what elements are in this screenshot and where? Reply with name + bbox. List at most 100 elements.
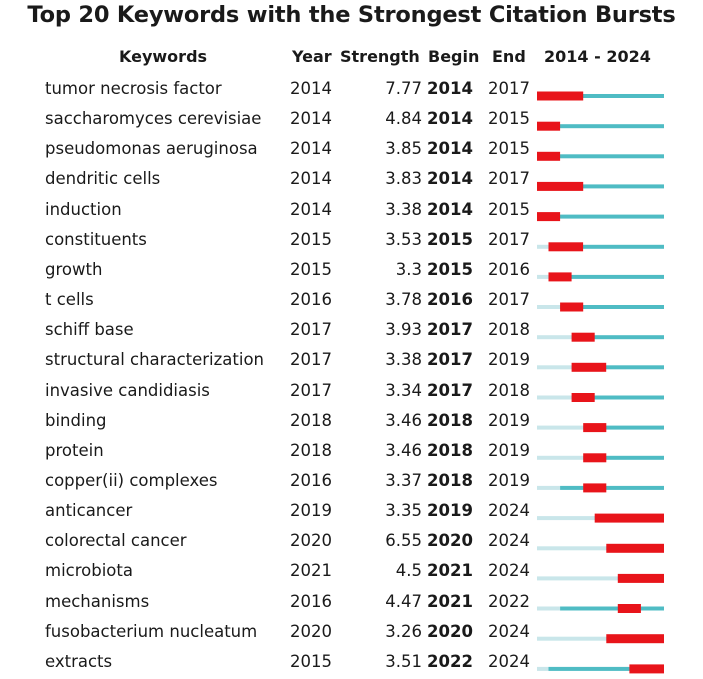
end-cell: 2024 [488, 531, 530, 551]
burst-segment [583, 483, 607, 493]
year-cell: 2017 [290, 320, 332, 340]
strength-cell: 4.5 [395, 561, 422, 581]
inactive-segment [537, 244, 549, 249]
burst-segment [571, 332, 595, 342]
inactive-segment [537, 606, 561, 611]
burst-segment [548, 242, 584, 252]
keyword-cell: protein [45, 440, 104, 460]
burst-segment [617, 604, 641, 613]
year-cell: 2018 [290, 410, 332, 430]
end-cell: 2015 [488, 109, 530, 129]
keyword-cell: constituents [45, 229, 147, 249]
year-cell: 2020 [290, 531, 332, 551]
year-cell: 2014 [290, 79, 332, 98]
begin-cell: 2016 [427, 290, 473, 310]
inactive-segment [537, 365, 572, 370]
year-cell: 2020 [290, 621, 332, 641]
year-cell: 2019 [290, 501, 332, 521]
keyword-cell: anticancer [45, 501, 133, 521]
strength-cell: 3.51 [385, 651, 422, 671]
active-segment [537, 94, 664, 98]
inactive-segment [537, 335, 572, 340]
strength-cell: 4.47 [385, 591, 422, 611]
active-segment [560, 485, 664, 490]
begin-cell: 2018 [427, 410, 473, 430]
year-cell: 2017 [290, 350, 332, 370]
year-cell: 2014 [290, 199, 332, 219]
begin-cell: 2017 [427, 320, 473, 340]
end-cell: 2017 [488, 290, 530, 310]
keyword-cell: growth [45, 259, 103, 279]
burst-segment [537, 212, 561, 222]
active-segment [571, 395, 664, 400]
end-cell: 2024 [488, 651, 530, 671]
header-begin: Begin [428, 47, 480, 66]
end-cell: 2017 [488, 79, 530, 98]
strength-cell: 6.55 [385, 531, 422, 551]
burst-segment [583, 423, 607, 433]
begin-cell: 2017 [427, 380, 473, 400]
year-cell: 2015 [290, 651, 332, 671]
inactive-segment [537, 425, 584, 430]
strength-cell: 3.38 [385, 199, 422, 219]
year-cell: 2021 [290, 561, 332, 581]
active-segment [560, 305, 664, 309]
keyword-cell: saccharomyces cerevisiae [45, 109, 262, 129]
inactive-segment [537, 305, 561, 309]
end-cell: 2018 [488, 380, 530, 400]
begin-cell: 2021 [427, 561, 473, 581]
header-end: End [492, 47, 526, 66]
begin-cell: 2018 [427, 470, 473, 490]
begin-cell: 2020 [427, 621, 473, 641]
burst-segment [606, 543, 664, 553]
year-cell: 2014 [290, 139, 332, 159]
burst-segment [594, 513, 664, 523]
header-year: Year [292, 47, 332, 66]
strength-cell: 4.84 [385, 109, 422, 129]
strength-cell: 3.46 [385, 410, 422, 430]
header-range: 2014 - 2024 [544, 47, 651, 66]
active-segment [548, 274, 664, 279]
burst-segment [560, 302, 584, 312]
end-cell: 2024 [488, 621, 530, 641]
end-cell: 2017 [488, 169, 530, 189]
active-segment [548, 244, 664, 249]
end-cell: 2022 [488, 591, 530, 611]
strength-cell: 3.38 [385, 350, 422, 370]
keyword-cell: pseudomonas aeruginosa [45, 139, 258, 159]
begin-cell: 2017 [427, 350, 473, 370]
burst-segment [571, 393, 595, 402]
keyword-cell: dendritic cells [45, 169, 161, 189]
active-segment [548, 666, 664, 671]
keyword-cell: extracts [45, 651, 113, 671]
begin-cell: 2021 [427, 591, 473, 611]
keyword-cell: tumor necrosis factor [45, 79, 222, 98]
burst-segment [548, 272, 572, 282]
active-segment [560, 606, 664, 611]
inactive-segment [537, 485, 561, 490]
burst-segment [629, 664, 664, 674]
end-cell: 2017 [488, 229, 530, 249]
keyword-cell: copper(ii) complexes [45, 470, 218, 490]
chart-title: Top 20 Keywords with the Strongest Citat… [27, 2, 676, 28]
begin-cell: 2014 [427, 109, 473, 129]
year-cell: 2015 [290, 229, 332, 249]
inactive-segment [537, 636, 607, 641]
keyword-cell: colorectal cancer [45, 531, 187, 551]
strength-cell: 3.34 [385, 380, 422, 400]
strength-cell: 3.93 [385, 320, 422, 340]
end-cell: 2024 [488, 561, 530, 581]
year-cell: 2017 [290, 380, 332, 400]
strength-cell: 3.37 [385, 470, 422, 490]
begin-cell: 2020 [427, 531, 473, 551]
keyword-cell: binding [45, 410, 107, 430]
begin-cell: 2015 [427, 229, 473, 249]
active-segment [537, 124, 664, 129]
year-cell: 2016 [290, 470, 332, 490]
end-cell: 2016 [488, 259, 530, 279]
inactive-segment [537, 546, 607, 551]
active-segment [537, 184, 664, 189]
keyword-cell: induction [45, 199, 122, 219]
burst-segment [571, 362, 607, 372]
